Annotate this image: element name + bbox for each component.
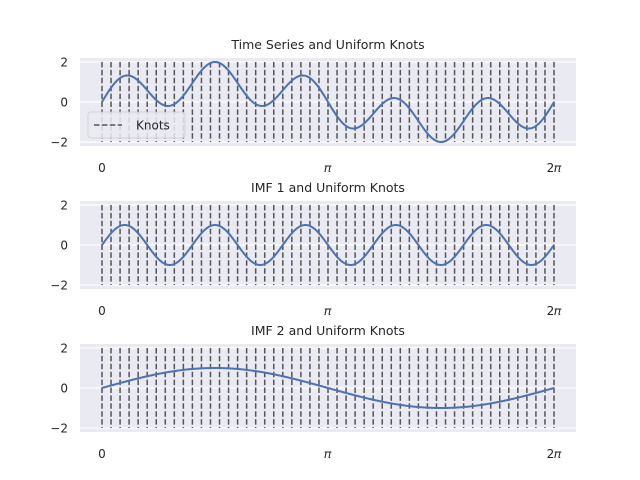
x-tick-label: 𝜋: [324, 304, 332, 318]
y-tick-label: 2: [60, 199, 68, 213]
x-tick-label: 2𝜋: [547, 447, 563, 461]
legend-label: Knots: [136, 119, 170, 133]
subplot-title: IMF 1 and Uniform Knots: [251, 180, 405, 195]
y-tick-label: −2: [50, 279, 68, 293]
x-tick-label: 0: [98, 304, 106, 318]
x-tick-label: 2𝜋: [547, 304, 563, 318]
y-tick-label: 2: [60, 342, 68, 356]
y-tick-label: −2: [50, 136, 68, 150]
subplot-imf-2: IMF 2 and Uniform Knots 2 0 −2 0 𝜋 2𝜋: [50, 323, 576, 461]
x-tick-label: 0: [98, 161, 106, 175]
y-tick-label: 0: [60, 382, 68, 396]
legend-box: [87, 111, 186, 139]
x-tick-label: 0: [98, 447, 106, 461]
subplot-title: Time Series and Uniform Knots: [230, 37, 424, 52]
legend: Knots: [87, 111, 186, 139]
x-tick-label: 2𝜋: [547, 161, 563, 175]
x-tick-label: 𝜋: [324, 161, 332, 175]
subplot-imf-1: IMF 1 and Uniform Knots 2 0 −2 0 𝜋 2𝜋: [50, 180, 576, 318]
subplot-time-series: Time Series and Uniform Knots 2 0 −2 0 𝜋 2𝜋 Kn…: [50, 37, 576, 175]
series-line: [101, 224, 555, 266]
y-tick-label: 0: [60, 239, 68, 253]
y-tick-label: 2: [60, 56, 68, 70]
subplot-title: IMF 2 and Uniform Knots: [251, 323, 405, 338]
x-tick-label: 𝜋: [324, 447, 332, 461]
series-line: [101, 367, 555, 409]
series-line: [101, 61, 555, 143]
y-tick-label: 0: [60, 96, 68, 110]
y-tick-label: −2: [50, 422, 68, 436]
